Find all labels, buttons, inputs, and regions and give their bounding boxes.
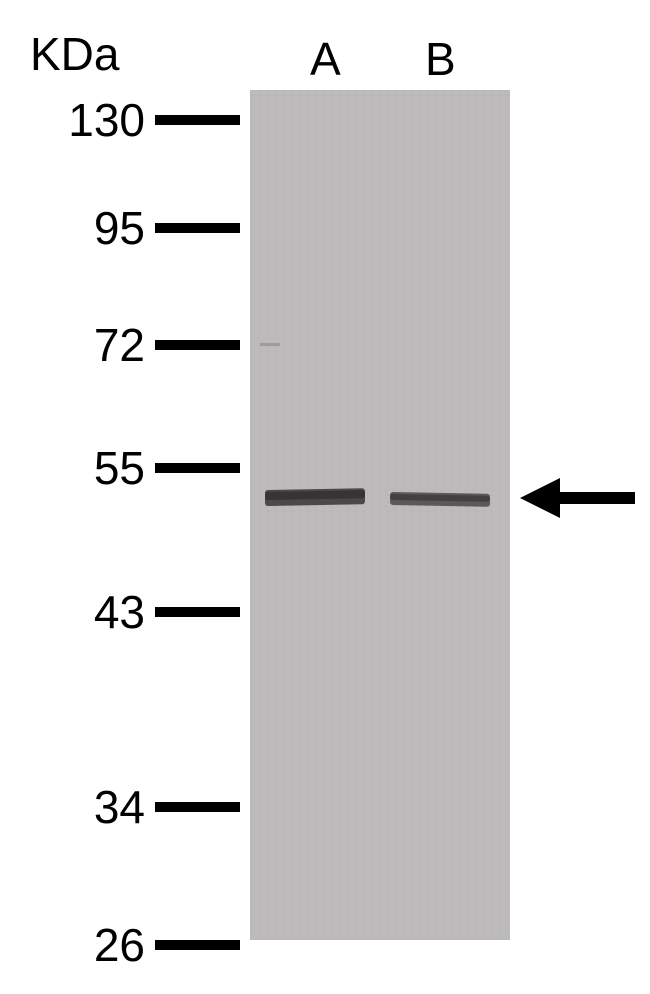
ladder-label: 130 [68,94,145,146]
ladder-label: 34 [94,781,145,833]
ladder-label: 95 [94,202,145,254]
lane-label-a: A [310,33,341,85]
membrane [250,90,510,940]
ladder-label: 72 [94,319,145,371]
ladder-label: 43 [94,586,145,638]
band-lane-b [390,492,490,507]
faint-mark [260,343,280,346]
ladder-label: 55 [94,442,145,494]
lane-label-b: B [425,33,456,85]
blot-figure: KDa A B 130 95 72 55 43 34 26 [0,0,650,994]
axis-unit-label: KDa [30,28,120,80]
band-lane-a [265,488,365,506]
ladder-label: 26 [94,919,145,971]
